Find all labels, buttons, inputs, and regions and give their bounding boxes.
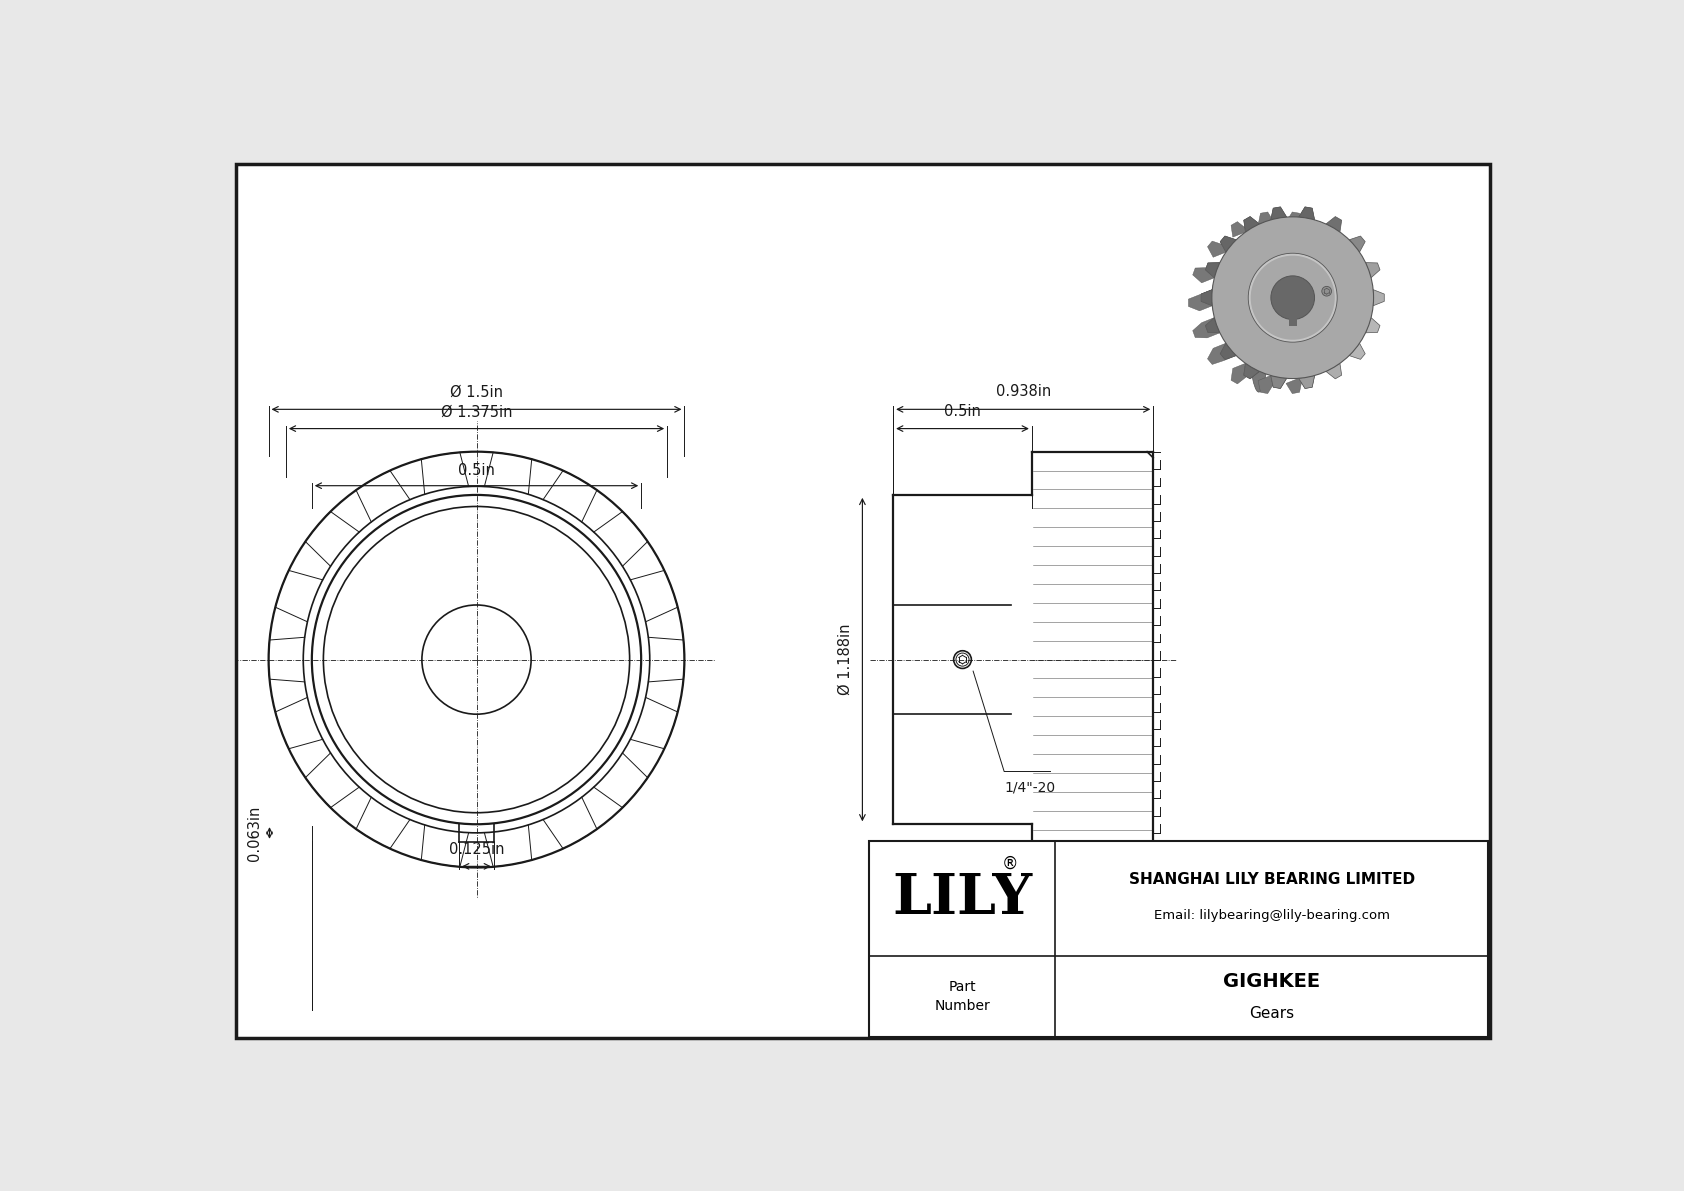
Polygon shape <box>1325 217 1342 232</box>
Polygon shape <box>1244 363 1260 379</box>
Circle shape <box>1251 256 1335 339</box>
Text: ®: ® <box>1002 855 1019 873</box>
FancyBboxPatch shape <box>236 164 1490 1039</box>
Text: Gears: Gears <box>1250 1006 1295 1021</box>
Text: 0.125in: 0.125in <box>448 842 504 858</box>
Polygon shape <box>1258 375 1287 393</box>
Polygon shape <box>1192 262 1219 282</box>
Polygon shape <box>1221 236 1236 252</box>
Polygon shape <box>1206 318 1219 332</box>
Polygon shape <box>1231 363 1260 384</box>
Polygon shape <box>1192 318 1219 338</box>
Polygon shape <box>1287 375 1315 393</box>
Polygon shape <box>1258 207 1287 225</box>
Text: 0.5in: 0.5in <box>458 463 495 478</box>
Text: SHANGHAI LILY BEARING LIMITED: SHANGHAI LILY BEARING LIMITED <box>1128 872 1415 886</box>
Polygon shape <box>1231 217 1260 237</box>
Polygon shape <box>1271 207 1287 220</box>
Polygon shape <box>1349 236 1366 252</box>
Polygon shape <box>1372 289 1384 306</box>
Polygon shape <box>1298 375 1315 388</box>
Polygon shape <box>1221 343 1236 360</box>
Text: Ø 1.5in: Ø 1.5in <box>450 385 504 399</box>
Polygon shape <box>1287 207 1315 225</box>
Polygon shape <box>1298 207 1315 220</box>
Ellipse shape <box>1248 230 1270 392</box>
Polygon shape <box>1271 375 1287 388</box>
Polygon shape <box>1206 262 1219 278</box>
Polygon shape <box>1366 318 1379 332</box>
FancyBboxPatch shape <box>1288 318 1297 326</box>
Polygon shape <box>1366 262 1379 278</box>
Polygon shape <box>1244 217 1260 232</box>
Text: GIGHKEE: GIGHKEE <box>1223 972 1320 991</box>
Polygon shape <box>1201 289 1212 306</box>
Polygon shape <box>1349 343 1366 360</box>
Text: 0.063in: 0.063in <box>248 805 261 861</box>
Text: Ø 1.375in: Ø 1.375in <box>441 405 512 419</box>
Text: Email: lilybearing@lily-bearing.com: Email: lilybearing@lily-bearing.com <box>1154 909 1389 922</box>
Text: Ø 1.188in: Ø 1.188in <box>837 624 852 696</box>
Polygon shape <box>1207 343 1236 364</box>
Circle shape <box>1248 254 1337 342</box>
Polygon shape <box>1207 236 1236 257</box>
Text: 0.938in: 0.938in <box>995 385 1051 399</box>
Text: Part
Number: Part Number <box>935 980 990 1014</box>
Polygon shape <box>1189 289 1212 311</box>
Circle shape <box>1212 217 1374 379</box>
Circle shape <box>1271 276 1315 319</box>
Text: 1/4"-20: 1/4"-20 <box>1004 780 1056 794</box>
Text: 0.5in: 0.5in <box>945 405 982 419</box>
Text: LILY: LILY <box>893 871 1032 925</box>
FancyBboxPatch shape <box>869 841 1489 1037</box>
Circle shape <box>1322 286 1332 297</box>
Polygon shape <box>1325 363 1342 379</box>
